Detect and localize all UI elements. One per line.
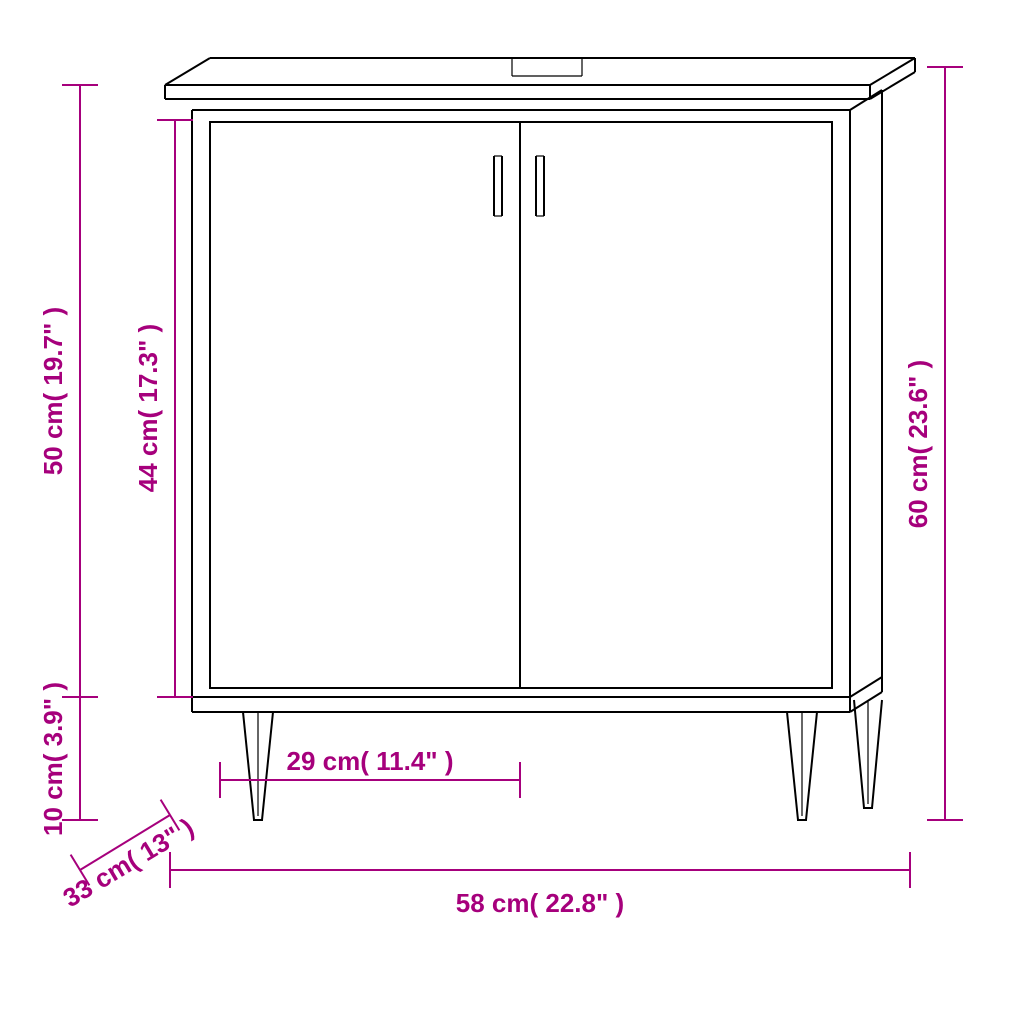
dim-label-height_60: 60 cm( 23.6" ) bbox=[903, 360, 933, 528]
dim-label-depth_33: 33 cm( 13" ) bbox=[58, 812, 199, 913]
dim-width_58: 58 cm( 22.8" ) bbox=[170, 852, 910, 918]
handle-right bbox=[536, 156, 544, 216]
dim-label-width_29: 29 cm( 11.4" ) bbox=[287, 746, 454, 776]
dim-height_60: 60 cm( 23.6" ) bbox=[903, 67, 963, 820]
dim-label-height_50: 50 cm( 19.7" ) bbox=[38, 307, 68, 475]
cabinet-drawing bbox=[165, 58, 915, 820]
dim-label-height_44: 44 cm( 17.3" ) bbox=[133, 324, 163, 492]
dim-height_44: 44 cm( 17.3" ) bbox=[133, 120, 193, 697]
door-right bbox=[520, 122, 832, 688]
dim-label-width_58: 58 cm( 22.8" ) bbox=[456, 888, 624, 918]
dim-height_10: 10 cm( 3.9" ) bbox=[38, 682, 98, 836]
dim-height_50: 50 cm( 19.7" ) bbox=[38, 85, 98, 697]
handle-left bbox=[494, 156, 502, 216]
leg-front-right bbox=[787, 712, 817, 820]
leg-front-left bbox=[243, 712, 273, 820]
dim-label-height_10: 10 cm( 3.9" ) bbox=[38, 682, 68, 836]
dim-depth_33: 33 cm( 13" ) bbox=[58, 800, 199, 914]
dimensions: 50 cm( 19.7" ) 44 cm( 17.3" ) 10 cm( 3.9" … bbox=[38, 67, 963, 918]
door-left bbox=[210, 122, 520, 688]
leg-back-right bbox=[854, 700, 882, 808]
